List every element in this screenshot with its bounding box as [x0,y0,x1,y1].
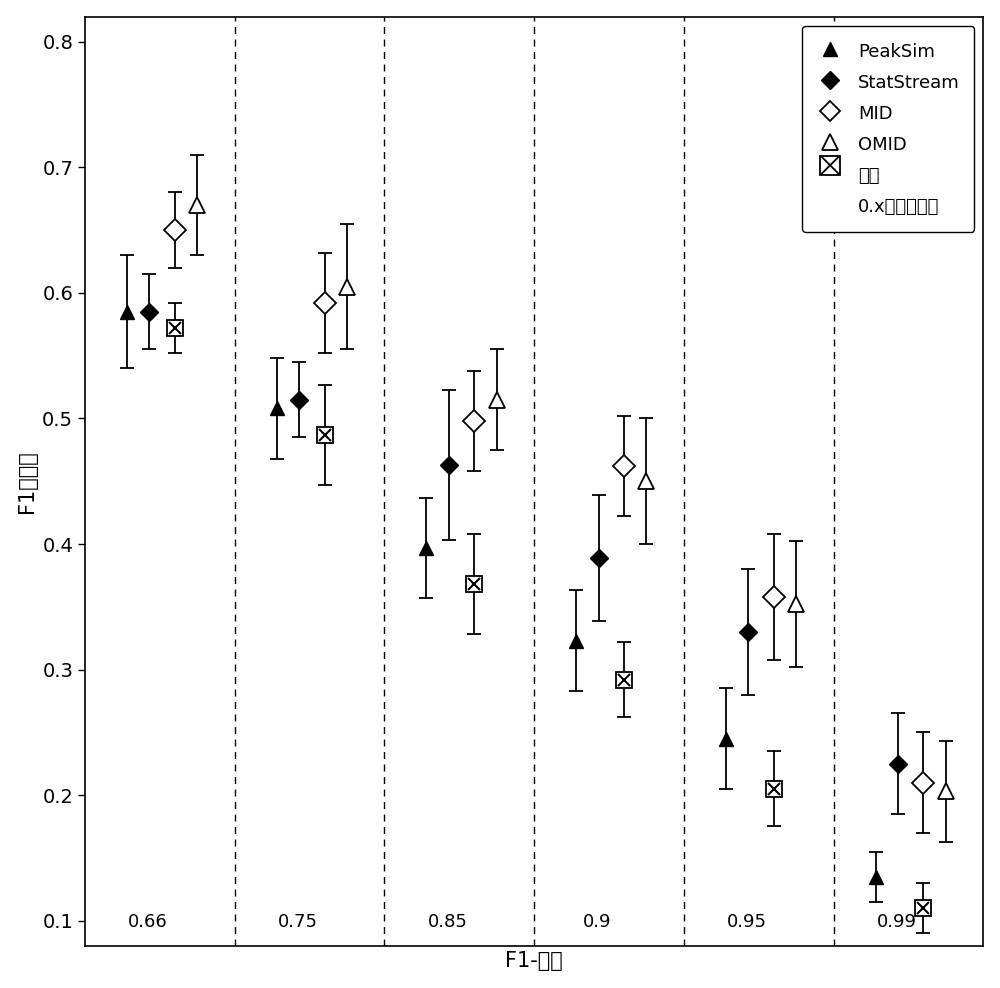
Text: 0.95: 0.95 [727,913,767,931]
Text: 0.66: 0.66 [128,913,168,931]
Text: 0.99: 0.99 [876,913,916,931]
Text: 0.85: 0.85 [427,913,467,931]
Y-axis label: F1最大値: F1最大値 [17,450,37,513]
Text: 0.9: 0.9 [583,913,611,931]
X-axis label: F1-评分: F1-评分 [505,951,563,971]
Text: 0.75: 0.75 [278,913,318,931]
Legend: PeakSim, StatStream, MID, OMID, 随机, 0.x相关性水平: PeakSim, StatStream, MID, OMID, 随机, 0.x相… [802,26,974,232]
